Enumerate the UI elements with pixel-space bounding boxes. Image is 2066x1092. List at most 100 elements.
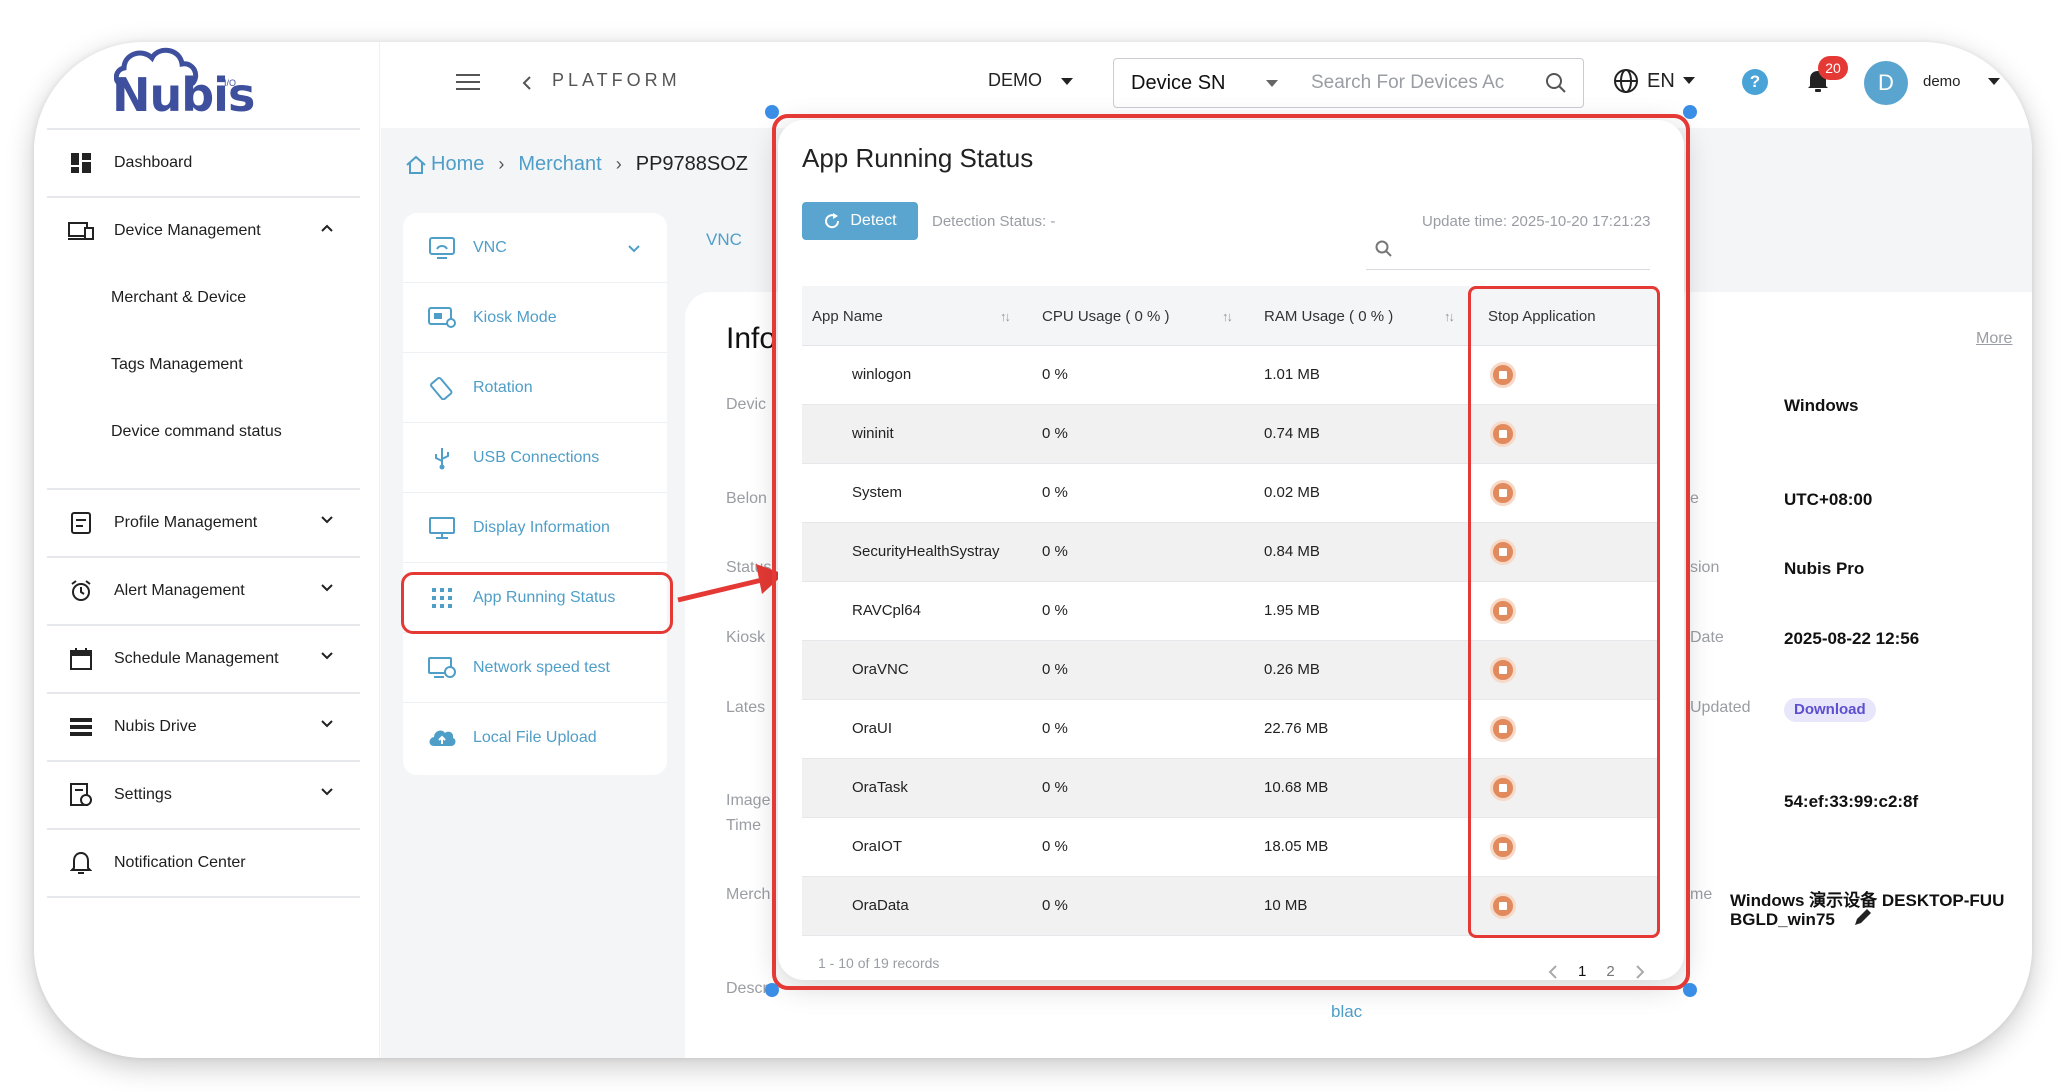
resize-handle[interactable]	[765, 983, 779, 997]
app-name-cell: SecurityHealthSystray	[852, 543, 1000, 560]
sidebar-item-nubis-drive[interactable]: Nubis Drive	[47, 707, 360, 747]
breadcrumb-separator: ›	[498, 154, 505, 174]
nubis-logo[interactable]: Nubis I/O	[112, 46, 272, 126]
chevron-down-icon[interactable]	[320, 719, 334, 729]
table-row: winlogon 0 % 1.01 MB	[802, 346, 1658, 405]
chevron-down-icon[interactable]	[320, 651, 334, 661]
dashboard-icon	[67, 149, 95, 177]
breadcrumb-merchant[interactable]: Merchant	[518, 153, 602, 175]
page-1[interactable]: 1	[1578, 963, 1587, 980]
stop-app-button[interactable]	[1490, 893, 1516, 919]
caret-down-icon[interactable]	[1988, 78, 2000, 86]
user-name[interactable]: demo	[1923, 73, 1961, 90]
submenu-item-local-file-upload[interactable]: Local File Upload	[403, 703, 667, 773]
stop-app-button[interactable]	[1490, 834, 1516, 860]
resize-handle[interactable]	[765, 105, 779, 119]
help-icon[interactable]: ?	[1742, 69, 1768, 95]
resize-handle[interactable]	[1683, 983, 1697, 997]
stop-column-highlight-box	[1468, 286, 1660, 938]
download-badge[interactable]: Download	[1784, 698, 1876, 722]
page-2[interactable]: 2	[1606, 963, 1615, 980]
label-device: Devic	[726, 396, 767, 413]
divider	[47, 760, 360, 762]
table-row: OraVNC 0 % 0.26 MB	[802, 641, 1658, 700]
sidebar-item-notification-center[interactable]: Notification Center	[47, 843, 360, 883]
chevron-down-icon[interactable]	[320, 515, 334, 525]
sidebar-item-device-command-status[interactable]: Device command status	[111, 423, 282, 440]
stop-icon	[1499, 784, 1507, 792]
sidebar-item-merchant-device[interactable]: Merchant & Device	[111, 289, 247, 306]
search-input[interactable]	[1292, 59, 1522, 107]
table-header: App Name ↑↓ CPU Usage ( 0 % ) ↑↓ RAM Usa…	[802, 286, 1658, 346]
stop-icon	[1499, 489, 1507, 497]
cpu-cell: 0 %	[1042, 484, 1068, 501]
sidebar-item-dashboard[interactable]: Dashboard	[47, 143, 360, 183]
chevron-down-icon[interactable]	[320, 583, 334, 593]
app-name-cell: OraUI	[852, 720, 893, 737]
sidebar-item-profile-management[interactable]: Profile Management	[47, 503, 360, 543]
sidebar-item-label: Profile Management	[114, 514, 258, 531]
submenu-item-label: USB Connections	[473, 448, 600, 466]
divider	[47, 896, 360, 898]
sort-icon[interactable]: ↑↓	[1444, 309, 1455, 324]
app-name-cell: OraData	[852, 897, 909, 914]
sidebar-item-alert-management[interactable]: Alert Management	[47, 571, 360, 611]
stop-icon	[1499, 725, 1507, 733]
submenu-item-vnc[interactable]: VNC	[403, 213, 667, 283]
home-icon[interactable]	[405, 155, 427, 175]
sidebar-item-settings[interactable]: Settings	[47, 775, 360, 815]
menu-icon[interactable]	[456, 74, 480, 92]
stop-app-button[interactable]	[1490, 598, 1516, 624]
chevron-up-icon[interactable]	[320, 223, 334, 233]
stop-icon	[1499, 371, 1507, 379]
stop-app-button[interactable]	[1490, 539, 1516, 565]
column-cpu-usage[interactable]: CPU Usage ( 0 % )	[1042, 308, 1170, 325]
chevron-left-icon[interactable]	[1548, 964, 1558, 979]
sidebar-item-schedule-management[interactable]: Schedule Management	[47, 639, 360, 679]
column-ram-usage[interactable]: RAM Usage ( 0 % )	[1264, 308, 1394, 325]
breadcrumb-home[interactable]: Home	[431, 153, 485, 175]
search-type-select[interactable]: Device SN	[1113, 58, 1293, 108]
submenu-item-display-information[interactable]: Display Information	[403, 493, 667, 563]
avatar[interactable]: D	[1864, 61, 1908, 105]
submenu-item-rotation[interactable]: Rotation	[403, 353, 667, 423]
submenu-item-label: Kiosk Mode	[473, 308, 557, 326]
sort-icon[interactable]: ↑↓	[1222, 309, 1233, 324]
submenu-item-usb-connections[interactable]: USB Connections	[403, 423, 667, 493]
value-mac: 54:ef:33:99:c2:8f	[1784, 792, 1919, 811]
submenu-item-label: VNC	[473, 238, 507, 256]
resize-handle[interactable]	[1683, 105, 1697, 119]
table-row: System 0 % 0.02 MB	[802, 464, 1658, 523]
column-app-name[interactable]: App Name	[812, 308, 883, 325]
sort-icon[interactable]: ↑↓	[1000, 309, 1011, 324]
submenu-item-kiosk-mode[interactable]: Kiosk Mode	[403, 283, 667, 353]
search-type-value: Device SN	[1131, 72, 1226, 94]
sidebar-item-device-management[interactable]: Device Management	[47, 211, 360, 251]
cloud-icon	[114, 47, 199, 86]
chevron-left-icon[interactable]	[522, 75, 532, 91]
stop-app-button[interactable]	[1490, 362, 1516, 388]
stop-app-button[interactable]	[1490, 421, 1516, 447]
ram-cell: 18.05 MB	[1264, 838, 1329, 855]
app-name-cell: winlogon	[852, 366, 912, 383]
search-icon	[1375, 240, 1392, 257]
cpu-cell: 0 %	[1042, 543, 1068, 560]
detect-button[interactable]: Detect	[802, 202, 918, 240]
chevron-down-icon[interactable]	[320, 787, 334, 797]
more-link[interactable]: More	[1976, 330, 2013, 347]
edit-pencil-icon[interactable]	[1852, 906, 1874, 928]
label-date: Date	[1690, 629, 1724, 646]
chevron-right-icon[interactable]	[1635, 964, 1645, 979]
search-icon[interactable]	[1545, 72, 1567, 94]
cpu-cell: 0 %	[1042, 779, 1068, 796]
tab-vnc[interactable]: VNC	[706, 230, 742, 249]
app-search[interactable]	[1366, 234, 1650, 270]
stop-app-button[interactable]	[1490, 775, 1516, 801]
sidebar-item-tags-management[interactable]: Tags Management	[111, 356, 243, 373]
stop-app-button[interactable]	[1490, 657, 1516, 683]
stop-app-button[interactable]	[1490, 716, 1516, 742]
org-select[interactable]: DEMO	[988, 70, 1074, 91]
stop-app-button[interactable]	[1490, 480, 1516, 506]
submenu-item-network-speed-test[interactable]: Network speed test	[403, 633, 667, 703]
language-select[interactable]: EN	[1613, 68, 1695, 94]
